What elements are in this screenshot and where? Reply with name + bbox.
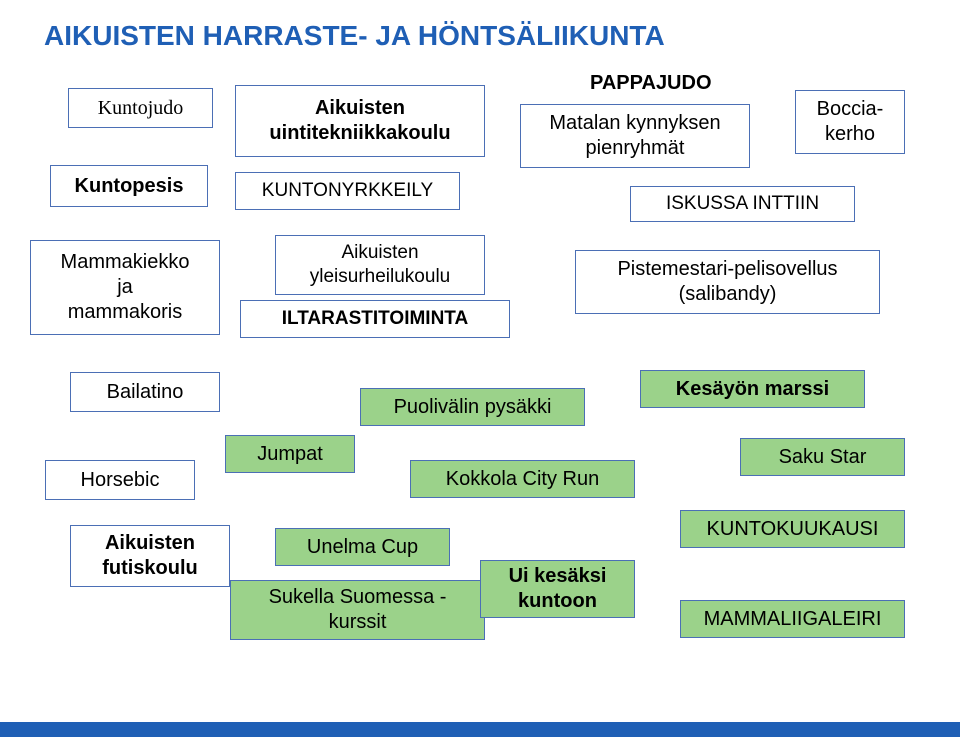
box-label: Ui kesäksikuntoon — [509, 564, 607, 614]
box-label: Aikuistenuintitekniikkakoulu — [269, 96, 450, 146]
box-futiskoulu: Aikuistenfutiskoulu — [70, 525, 230, 587]
box-label: Aikuistenyleisurheilukoulu — [310, 241, 450, 289]
box-bailatino: Bailatino — [70, 372, 220, 412]
box-mammakiekko: Mammakiekkojamammakoris — [30, 240, 220, 335]
box-label: Sukella Suomessa -kurssit — [269, 585, 447, 635]
box-kuntopesis: Kuntopesis — [50, 165, 208, 207]
box-label: Boccia-kerho — [817, 97, 884, 147]
box-kokkola: Kokkola City Run — [410, 460, 635, 498]
box-unelma: Unelma Cup — [275, 528, 450, 566]
box-kesayon: Kesäyön marssi — [640, 370, 865, 408]
box-label: Pistemestari-pelisovellus(salibandy) — [617, 257, 837, 307]
box-label: Horsebic — [81, 468, 160, 493]
box-jumpat: Jumpat — [225, 435, 355, 473]
box-yleisurheilukoulu: Aikuistenyleisurheilukoulu — [275, 235, 485, 295]
box-kuntokuukausi: KUNTOKUUKAUSI — [680, 510, 905, 548]
box-label: ISKUSSA INTTIIN — [666, 192, 819, 216]
box-horsebic: Horsebic — [45, 460, 195, 500]
box-label: Matalan kynnyksenpienryhmät — [549, 111, 720, 161]
box-label: Kuntojudo — [98, 96, 184, 121]
box-pistemestari: Pistemestari-pelisovellus(salibandy) — [575, 250, 880, 314]
box-label: Kuntopesis — [75, 174, 184, 199]
box-label: Unelma Cup — [307, 535, 418, 560]
box-uintikoulu: Aikuistenuintitekniikkakoulu — [235, 85, 485, 157]
box-label: Mammakiekkojamammakoris — [61, 250, 190, 325]
box-label: Kokkola City Run — [446, 467, 599, 492]
page-title: AIKUISTEN HARRASTE- JA HÖNTSÄLIIKUNTA — [44, 20, 665, 52]
box-mammaliigaleiri: MAMMALIIGALEIRI — [680, 600, 905, 638]
label-pappajudo: PAPPAJUDO — [590, 72, 712, 95]
box-kuntonyrkkeily: KUNTONYRKKEILY — [235, 172, 460, 210]
box-iskussa: ISKUSSA INTTIIN — [630, 186, 855, 222]
box-label: MAMMALIIGALEIRI — [704, 607, 882, 632]
box-label: Jumpat — [257, 442, 323, 467]
box-iltarasti: ILTARASTITOIMINTA — [240, 300, 510, 338]
box-label: ILTARASTITOIMINTA — [282, 307, 468, 331]
box-label: Puolivälin pysäkki — [394, 395, 552, 420]
footer-stripe — [0, 722, 960, 737]
box-bocciakerho: Boccia-kerho — [795, 90, 905, 154]
box-sukella: Sukella Suomessa -kurssit — [230, 580, 485, 640]
box-saku: Saku Star — [740, 438, 905, 476]
diagram-canvas: AIKUISTEN HARRASTE- JA HÖNTSÄLIIKUNTA Ku… — [0, 0, 960, 737]
box-label: Bailatino — [107, 380, 184, 405]
box-kuntojudo: Kuntojudo — [68, 88, 213, 128]
box-label: Aikuistenfutiskoulu — [102, 531, 198, 581]
box-pienryhmat: Matalan kynnyksenpienryhmät — [520, 104, 750, 168]
box-label: KUNTONYRKKEILY — [262, 179, 433, 203]
box-puolivalin: Puolivälin pysäkki — [360, 388, 585, 426]
box-label: KUNTOKUUKAUSI — [707, 517, 879, 542]
box-label: Saku Star — [779, 445, 867, 470]
box-label: Kesäyön marssi — [676, 377, 829, 402]
box-uikesaksi: Ui kesäksikuntoon — [480, 560, 635, 618]
